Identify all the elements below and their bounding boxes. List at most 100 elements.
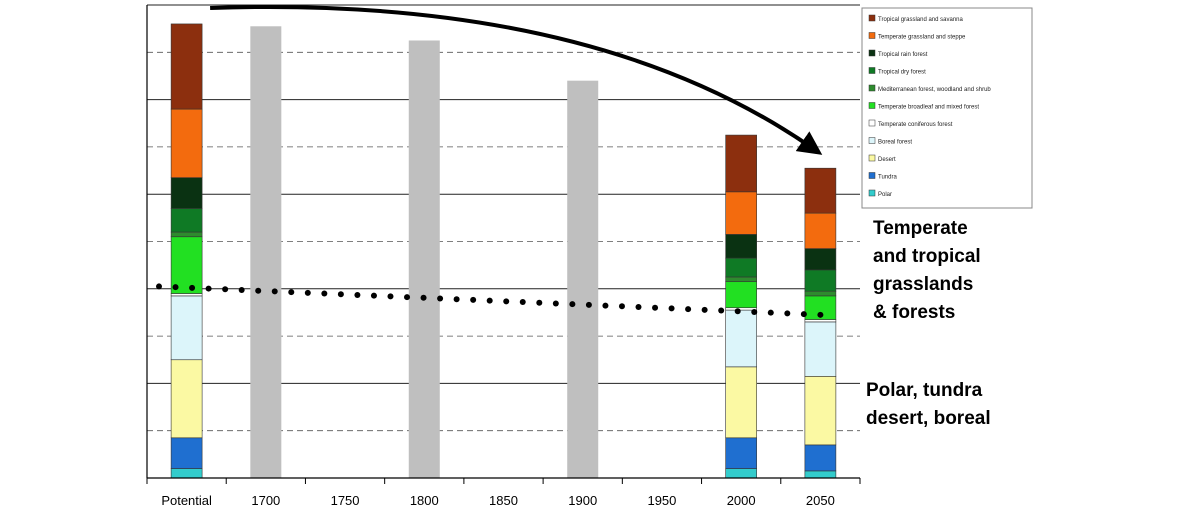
bar-segment-2050-polar xyxy=(804,470,837,479)
legend-label: Temperate broadleaf and mixed forest xyxy=(878,105,979,111)
dotted-line-dot xyxy=(685,306,692,313)
dotted-line-dot xyxy=(288,289,295,296)
bar-1900 xyxy=(567,80,599,479)
dotted-line-dot xyxy=(800,311,807,318)
annotation-line: grasslands xyxy=(873,274,973,295)
dotted-divider-line xyxy=(156,283,824,318)
dotted-line-dot xyxy=(271,288,278,295)
bar-segment-2000-tundra xyxy=(725,437,757,469)
dotted-line-dot xyxy=(618,303,625,310)
bar-segment-2000-tropical-dry-forest xyxy=(725,257,757,278)
x-tick-label: 1800 xyxy=(410,493,439,508)
axes xyxy=(146,5,861,484)
legend-label: Temperate coniferous forest xyxy=(878,122,953,128)
dotted-line-dot xyxy=(404,294,411,301)
legend-swatch xyxy=(868,49,876,57)
bar-segment-2050-temperate-coniferous-forest xyxy=(804,319,837,323)
x-tick-label: 1950 xyxy=(647,493,676,508)
legend-label: Desert xyxy=(878,157,896,163)
dotted-line-dot xyxy=(222,286,229,293)
legend-swatch xyxy=(868,154,876,162)
legend-label: Tundra xyxy=(878,175,897,181)
annotations: Temperate and tropical grasslands & forests… xyxy=(866,218,991,429)
legend-swatch xyxy=(868,84,876,92)
dotted-line-dot xyxy=(767,309,774,316)
decline-arrow xyxy=(210,4,823,155)
annotation-line: and tropical xyxy=(873,246,981,267)
dotted-line-dot xyxy=(751,308,758,315)
dotted-line-dot xyxy=(585,301,592,308)
bar-segment-2000-temperate-coniferous-forest xyxy=(725,307,757,311)
legend-label: Tropical grassland and savanna xyxy=(878,17,963,23)
x-tick-labels: Potential 1700 1750 1800 1850 1900 1950 2000 205… xyxy=(161,493,835,508)
dotted-line-dot xyxy=(304,289,311,296)
dotted-line-dot xyxy=(387,293,394,300)
legend-label: Polar xyxy=(878,192,892,198)
dotted-line-dot xyxy=(734,308,741,315)
annotation-line: & forests xyxy=(873,302,955,323)
dotted-line-dot xyxy=(602,302,609,309)
dotted-line-dot xyxy=(536,299,543,306)
bar-segment-2000-polar xyxy=(725,468,757,479)
annotation-line: Polar, tundra xyxy=(866,380,983,401)
bar-segment-2050-tropical-rain-forest xyxy=(804,248,837,271)
bar-segment-2000-temperate-grassland-and-steppe xyxy=(725,191,757,235)
dotted-line-dot xyxy=(255,287,262,294)
dotted-line-dot xyxy=(784,310,791,317)
legend-swatch xyxy=(868,67,876,74)
dotted-line-dot xyxy=(437,295,444,302)
bar-1800 xyxy=(408,40,440,478)
bar-segment-2000-boreal-forest xyxy=(725,309,757,368)
legend-label: Temperate grassland and steppe xyxy=(878,35,966,41)
annotation-line: desert, boreal xyxy=(866,408,991,429)
bar-segment-Potential-tropical-grassland-and-savanna xyxy=(170,23,203,110)
legend-swatch xyxy=(868,102,876,109)
dotted-line-dot xyxy=(238,286,245,293)
legend-swatch xyxy=(868,172,876,179)
dotted-line-dot xyxy=(503,298,510,305)
bar-segment-Potential-tundra xyxy=(170,437,203,469)
dotted-line-dot xyxy=(817,311,824,318)
bar-segment-2050-tropical-dry-forest xyxy=(804,269,837,292)
dotted-line-dot xyxy=(668,305,675,312)
x-tick-label: 1900 xyxy=(568,493,597,508)
bar-1700 xyxy=(250,26,282,478)
dotted-line-dot xyxy=(552,300,559,307)
dotted-line-dot xyxy=(486,297,493,304)
legend-label: Mediterranean forest, woodland and shrub xyxy=(878,87,991,93)
dotted-line-dot xyxy=(519,299,526,306)
dotted-line-dot xyxy=(189,284,196,291)
x-tick-label: 1850 xyxy=(489,493,518,508)
legend-box xyxy=(861,7,1033,209)
bars xyxy=(170,23,837,479)
dotted-line-dot xyxy=(453,296,460,303)
dotted-line-dot xyxy=(420,294,427,301)
x-tick-label: 2050 xyxy=(806,493,835,508)
legend-swatch xyxy=(868,137,876,144)
bar-segment-Potential-boreal-forest xyxy=(170,295,203,361)
legend-swatch xyxy=(868,14,876,22)
dotted-line-dot xyxy=(470,296,477,303)
x-tick-label: 2000 xyxy=(727,493,756,508)
bar-segment-2050-boreal-forest xyxy=(804,321,837,377)
legend-label: Tropical dry forest xyxy=(878,70,926,76)
bar-segment-Potential-tropical-dry-forest xyxy=(170,208,203,233)
legend-label: Boreal forest xyxy=(878,140,912,146)
dotted-line-dot xyxy=(205,285,212,292)
bar-segment-Potential-polar xyxy=(170,468,203,479)
annotation-line: Temperate xyxy=(873,218,968,239)
bar-segment-2000-mediterranean-forest-woodland-and-shrub xyxy=(725,276,757,283)
bar-segment-2050-tundra xyxy=(804,444,837,472)
dotted-line-dot xyxy=(635,304,642,311)
legend-label: Tropical rain forest xyxy=(878,52,928,58)
legend-swatch xyxy=(868,189,876,197)
dotted-line-dot xyxy=(652,304,659,311)
bar-segment-Potential-desert xyxy=(170,359,203,439)
dotted-line-dot xyxy=(337,291,344,298)
legend: Tropical grassland and savanna Temperate … xyxy=(861,7,1033,209)
dotted-line-dot xyxy=(321,290,328,297)
legend-swatch xyxy=(868,119,876,127)
bar-segment-2000-temperate-broadleaf-and-mixed-forest xyxy=(725,281,757,309)
bar-segment-2050-tropical-grassland-and-savanna xyxy=(804,167,837,214)
dotted-line-dot xyxy=(172,284,179,291)
